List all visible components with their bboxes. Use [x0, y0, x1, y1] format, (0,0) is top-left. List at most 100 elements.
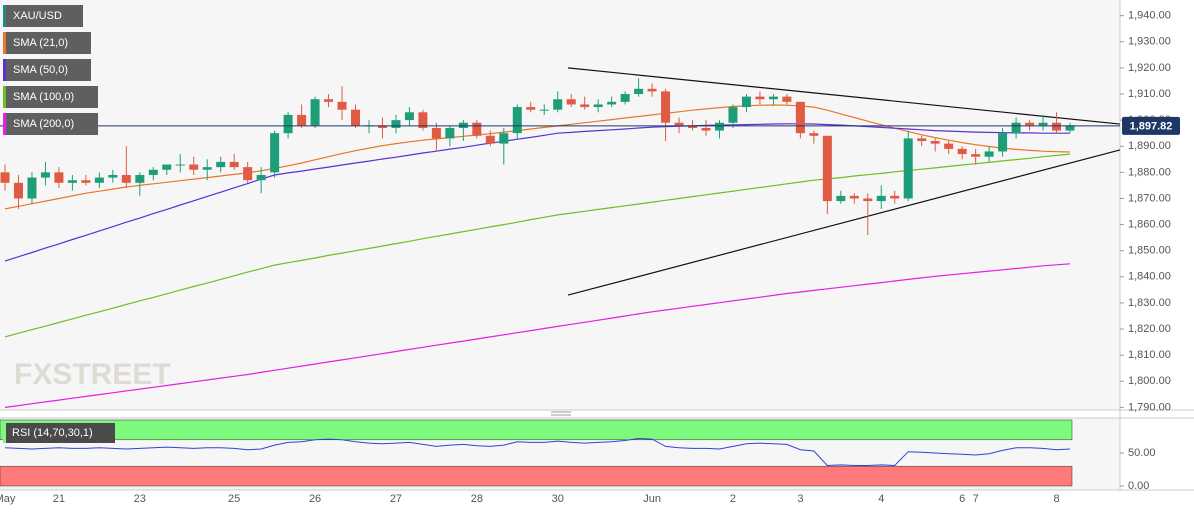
candle-body: [81, 180, 91, 183]
candle-body: [714, 122, 724, 131]
candle-body: [944, 143, 954, 149]
price-panel: [0, 0, 1120, 410]
sma-line: [4, 153, 1071, 338]
candle-body: [404, 112, 414, 121]
candle-body: [998, 133, 1008, 152]
candle-body: [256, 174, 266, 181]
legend-item: SMA (100,0): [3, 86, 98, 108]
candle-body: [121, 174, 131, 183]
x-tick-label: 26: [309, 493, 321, 505]
resize-handle[interactable]: [551, 411, 571, 416]
candle-body: [54, 172, 64, 183]
candle-body: [175, 164, 185, 166]
candle-body: [27, 177, 37, 199]
candle-body: [836, 195, 846, 202]
candle-body: [809, 133, 819, 136]
candle-body: [647, 88, 657, 92]
legend-item: SMA (21,0): [3, 32, 91, 54]
rsi-line: [4, 437, 1071, 467]
candle-body: [782, 96, 792, 102]
legend-label: SMA (50,0): [13, 64, 68, 76]
candle-body: [984, 151, 994, 157]
candle-body: [499, 133, 509, 144]
y-tick-label: 1,870.00: [1128, 192, 1171, 204]
candle-body: [485, 135, 495, 144]
candle-body: [1025, 122, 1035, 126]
y-tick-label: 0.00: [1128, 480, 1149, 492]
candle-body: [283, 114, 293, 134]
y-tick-label: 1,920.00: [1128, 62, 1171, 74]
y-tick-label: 1,840.00: [1128, 271, 1171, 283]
legend-swatch: [3, 32, 6, 54]
y-tick-label: 1,830.00: [1128, 297, 1171, 309]
legend-swatch: [3, 423, 6, 443]
last-price-label: 1,897.82: [1130, 121, 1173, 133]
candle-body: [863, 198, 873, 202]
x-tick-label: 8: [1053, 493, 1059, 505]
sma-line: [4, 263, 1071, 408]
candle-body: [674, 122, 684, 126]
candle-body: [243, 167, 253, 181]
candle-body: [1011, 122, 1021, 134]
candle-body: [297, 114, 307, 126]
candle-body: [216, 161, 226, 168]
legend-swatch: [3, 59, 6, 81]
y-tick-label: 1,860.00: [1128, 218, 1171, 230]
x-tick-label: 6: [959, 493, 965, 505]
last-price-tag: [1122, 116, 1180, 135]
candle-body: [634, 88, 644, 95]
candle-body: [310, 99, 320, 126]
legend-item: XAU/USD: [3, 5, 83, 27]
candle-body: [822, 135, 832, 202]
legend-swatch: [3, 5, 6, 27]
legend-label: SMA (100,0): [13, 91, 74, 103]
candle-body: [337, 101, 347, 110]
candle-body: [1038, 122, 1048, 126]
candle-body: [431, 127, 441, 139]
x-tick-label: May: [0, 493, 16, 505]
y-tick-label: 1,810.00: [1128, 349, 1171, 361]
y-tick-label: 1,890.00: [1128, 140, 1171, 152]
candle-body: [553, 99, 563, 110]
candle-body: [526, 107, 536, 110]
candle-body: [162, 164, 172, 170]
x-tick-label: 4: [878, 493, 884, 505]
candle-body: [202, 167, 212, 170]
legend-swatch: [3, 113, 6, 135]
legend-box: [3, 423, 115, 443]
candle-body: [795, 101, 805, 134]
x-tick-label: 30: [552, 493, 564, 505]
trendline: [567, 67, 1121, 125]
candle-body: [67, 180, 77, 183]
candle-body: [620, 94, 630, 102]
candle-body: [930, 141, 940, 144]
x-tick-label: 7: [973, 493, 979, 505]
legend-item: SMA (50,0): [3, 59, 91, 81]
y-tick-label: 1,850.00: [1128, 245, 1171, 257]
y-tick-label: 1,790.00: [1128, 401, 1171, 413]
y-tick-label: 1,910.00: [1128, 88, 1171, 100]
candle-body: [566, 99, 576, 105]
x-tick-label: 27: [390, 493, 402, 505]
y-tick-label: 1,820.00: [1128, 323, 1171, 335]
candle-body: [135, 174, 145, 183]
candle-body: [876, 195, 886, 202]
y-tick-label: 1,880.00: [1128, 166, 1171, 178]
legend-label: RSI (14,70,30,1): [12, 427, 93, 439]
candle-body: [351, 109, 361, 126]
candle-body: [445, 127, 455, 139]
legend-box: [3, 59, 91, 81]
candle-body: [607, 101, 617, 105]
legend-box: [3, 32, 91, 54]
candle-body: [917, 138, 927, 142]
candle-body: [539, 109, 549, 111]
legend-swatch: [3, 86, 6, 108]
candle-body: [189, 164, 199, 170]
candle-body: [957, 148, 967, 155]
candle-body: [229, 161, 239, 168]
trendline: [567, 149, 1121, 296]
candle-body: [755, 96, 765, 100]
x-tick-label: 21: [53, 493, 65, 505]
candle-body: [472, 122, 482, 136]
candle-body: [418, 112, 428, 128]
